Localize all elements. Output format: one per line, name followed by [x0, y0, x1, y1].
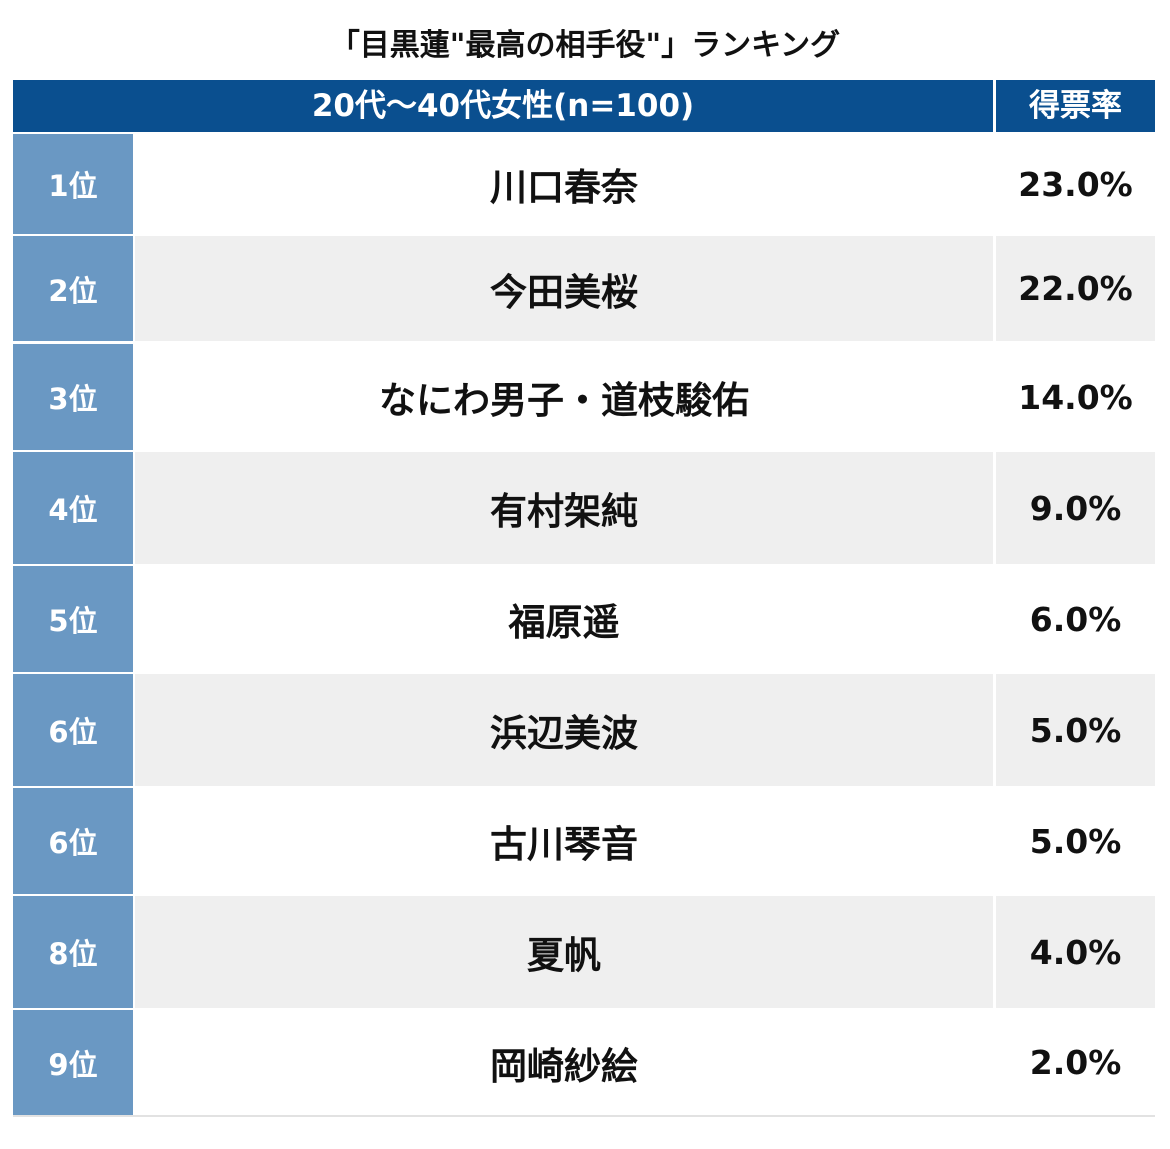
rank-cell: 1位 [13, 134, 133, 234]
name-cell: 有村架純 [135, 452, 993, 564]
name-cell: 古川琴音 [135, 788, 993, 894]
table-row: 6位 浜辺美波 5.0% [13, 674, 1155, 786]
rank-cell: 2位 [13, 236, 133, 341]
table-row: 2位 今田美桜 22.0% [13, 236, 1155, 341]
rate-cell: 14.0% [996, 344, 1155, 450]
rank-cell: 5位 [13, 566, 133, 672]
table-row: 5位 福原遥 6.0% [13, 566, 1155, 672]
table-row: 3位 なにわ男子・道枝駿佑 14.0% [13, 344, 1155, 450]
ranking-table: 20代〜40代女性(n=100) 得票率 1位 川口春奈 23.0% 2位 今田… [13, 80, 1155, 1117]
name-cell: なにわ男子・道枝駿佑 [135, 344, 993, 450]
table-row: 9位 岡崎紗絵 2.0% [13, 1010, 1155, 1115]
table-bottom-border [13, 1115, 1155, 1117]
table-row: 1位 川口春奈 23.0% [13, 134, 1155, 234]
header-rate-label: 得票率 [996, 80, 1155, 132]
rate-cell: 4.0% [996, 896, 1155, 1008]
name-cell: 夏帆 [135, 896, 993, 1008]
name-cell: 今田美桜 [135, 236, 993, 341]
chart-title: 「目黒蓮"最高の相手役"」ランキング [329, 28, 841, 63]
table-row: 8位 夏帆 4.0% [13, 896, 1155, 1008]
rate-cell: 5.0% [996, 674, 1155, 786]
header-group-label: 20代〜40代女性(n=100) [13, 80, 993, 132]
table-row: 6位 古川琴音 5.0% [13, 788, 1155, 894]
rate-cell: 5.0% [996, 788, 1155, 894]
rate-cell: 23.0% [996, 134, 1155, 234]
name-cell: 福原遥 [135, 566, 993, 672]
name-cell: 岡崎紗絵 [135, 1010, 993, 1115]
rate-cell: 6.0% [996, 566, 1155, 672]
rank-cell: 3位 [13, 344, 133, 450]
rate-cell: 22.0% [996, 236, 1155, 341]
name-cell: 浜辺美波 [135, 674, 993, 786]
rate-cell: 2.0% [996, 1010, 1155, 1115]
rank-cell: 9位 [13, 1010, 133, 1115]
rank-cell: 6位 [13, 788, 133, 894]
rate-cell: 9.0% [996, 452, 1155, 564]
rank-cell: 6位 [13, 674, 133, 786]
rank-cell: 8位 [13, 896, 133, 1008]
table-row: 4位 有村架純 9.0% [13, 452, 1155, 564]
rank-cell: 4位 [13, 452, 133, 564]
name-cell: 川口春奈 [135, 134, 993, 234]
